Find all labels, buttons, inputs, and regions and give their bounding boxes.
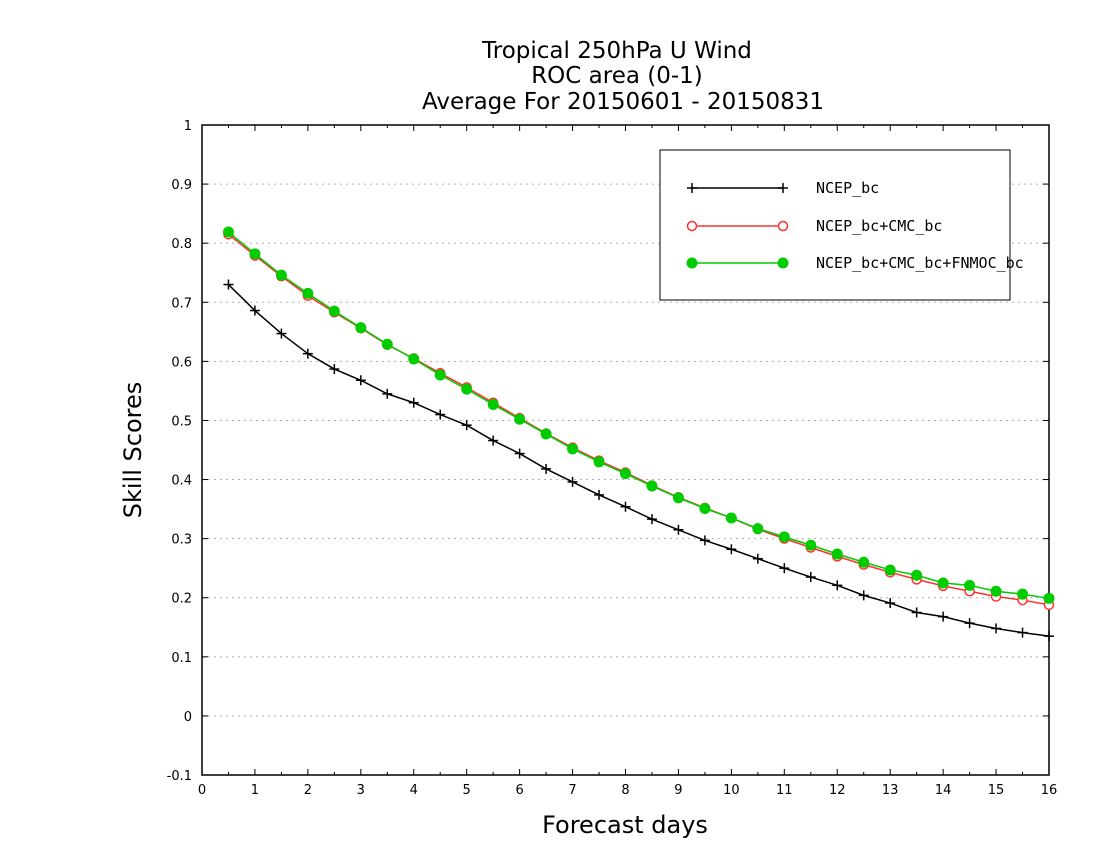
y-tick-label: -0.1 — [167, 769, 192, 784]
x-axis-label: Forecast days — [542, 811, 708, 839]
series-0 — [223, 279, 1054, 642]
data-point-filled-circle — [540, 428, 552, 440]
data-point-filled-circle — [752, 523, 764, 535]
x-tick-label: 10 — [723, 783, 740, 798]
data-point-filled-circle — [777, 257, 789, 269]
series-2 — [222, 226, 1055, 604]
series-layer — [222, 226, 1055, 642]
y-axis-ticks: -0.1 0 0.1 0.2 0.3 0.4 0.5 0.6 0.7 0.8 0.9 1 — [167, 119, 1049, 784]
x-tick-label: 12 — [829, 783, 846, 798]
data-point-filled-circle — [302, 287, 314, 299]
data-point-filled-circle — [381, 338, 393, 350]
chart-title-line-1: Tropical 250hPa U Wind — [481, 38, 752, 64]
x-tick-label: 15 — [988, 783, 1005, 798]
data-point-filled-circle — [911, 569, 923, 581]
y-tick-label: 0 — [184, 710, 192, 725]
legend: NCEP_bc NCEP_bc+CMC_bc NCEP_bc+CMC_bc+FNMO… — [659, 149, 1024, 301]
y-tick-label: 0.1 — [171, 651, 192, 666]
legend-label: NCEP_bc — [816, 179, 879, 197]
data-point-filled-circle — [646, 480, 658, 492]
legend-entry: NCEP_bc — [687, 179, 879, 197]
legend-box — [659, 149, 1011, 301]
data-point-filled-circle — [884, 564, 896, 576]
chart-title-line-3: Average For 20150601 - 20150831 — [422, 89, 824, 115]
data-point-filled-circle — [964, 579, 976, 591]
x-tick-label: 8 — [621, 783, 629, 798]
data-point-filled-circle — [990, 585, 1002, 597]
data-point-filled-circle — [434, 369, 446, 381]
series-line — [227, 284, 1050, 637]
data-point-filled-circle — [831, 548, 843, 560]
y-tick-label: 0.2 — [171, 592, 192, 607]
data-point-filled-circle — [858, 556, 870, 568]
data-point-filled-circle — [328, 305, 340, 317]
data-point-filled-circle — [355, 322, 367, 334]
x-tick-label: 13 — [882, 783, 899, 798]
data-point-filled-circle — [725, 512, 737, 524]
data-point-filled-circle — [778, 531, 790, 543]
y-axis-label: Skill Scores — [119, 382, 147, 519]
data-point-filled-circle — [686, 257, 698, 269]
x-tick-label: 6 — [515, 783, 523, 798]
x-tick-label: 7 — [568, 783, 576, 798]
data-point-open-circle — [777, 220, 789, 232]
legend-label: NCEP_bc+CMC_bc — [816, 217, 942, 235]
chart-title-line-2: ROC area (0-1) — [531, 63, 703, 89]
data-point-filled-circle — [567, 443, 579, 455]
data-point-filled-circle — [1043, 592, 1055, 604]
data-point-open-circle — [686, 220, 698, 232]
data-point-filled-circle — [408, 353, 420, 365]
data-point-filled-circle — [249, 248, 261, 260]
x-tick-label: 5 — [463, 783, 471, 798]
data-point-filled-circle — [699, 503, 711, 514]
data-point-filled-circle — [514, 413, 526, 425]
data-point-filled-circle — [672, 492, 684, 504]
legend-label: NCEP_bc+CMC_bc+FNMOC_bc — [816, 254, 1024, 272]
x-axis-ticks: 0 1 2 3 4 5 6 7 8 9 10 11 12 13 14 15 16 — [198, 125, 1057, 798]
x-tick-label: 3 — [357, 783, 365, 798]
data-point-filled-circle — [275, 269, 287, 281]
x-tick-label: 0 — [198, 783, 206, 798]
y-tick-label: 0.6 — [171, 355, 192, 370]
y-tick-label: 0.7 — [171, 296, 192, 311]
data-point-filled-circle — [937, 577, 949, 589]
legend-entry: NCEP_bc+CMC_bc+FNMOC_bc — [686, 254, 1024, 272]
data-point-filled-circle — [805, 539, 817, 551]
x-tick-label: 11 — [776, 783, 793, 798]
y-tick-label: 0.5 — [171, 414, 192, 429]
x-tick-label: 14 — [935, 783, 952, 798]
data-point-filled-circle — [487, 399, 499, 410]
legend-entry: NCEP_bc+CMC_bc — [686, 217, 942, 235]
y-tick-label: 0.8 — [171, 237, 192, 252]
y-tick-label: 0.9 — [171, 178, 192, 193]
x-tick-label: 9 — [674, 783, 682, 798]
x-tick-label: 16 — [1041, 783, 1058, 798]
x-tick-label: 1 — [251, 783, 259, 798]
y-tick-label: 0.3 — [171, 533, 192, 548]
data-point-filled-circle — [461, 383, 473, 395]
x-tick-label: 4 — [410, 783, 418, 798]
data-point-filled-circle — [222, 226, 234, 238]
x-tick-label: 2 — [304, 783, 312, 798]
data-point-filled-circle — [1017, 588, 1029, 600]
y-tick-label: 1 — [184, 119, 192, 134]
chart-title: Tropical 250hPa U Wind ROC area (0-1) Av… — [422, 38, 824, 115]
data-point-filled-circle — [593, 456, 605, 468]
y-tick-label: 0.4 — [171, 474, 192, 489]
data-point-filled-circle — [620, 468, 631, 480]
